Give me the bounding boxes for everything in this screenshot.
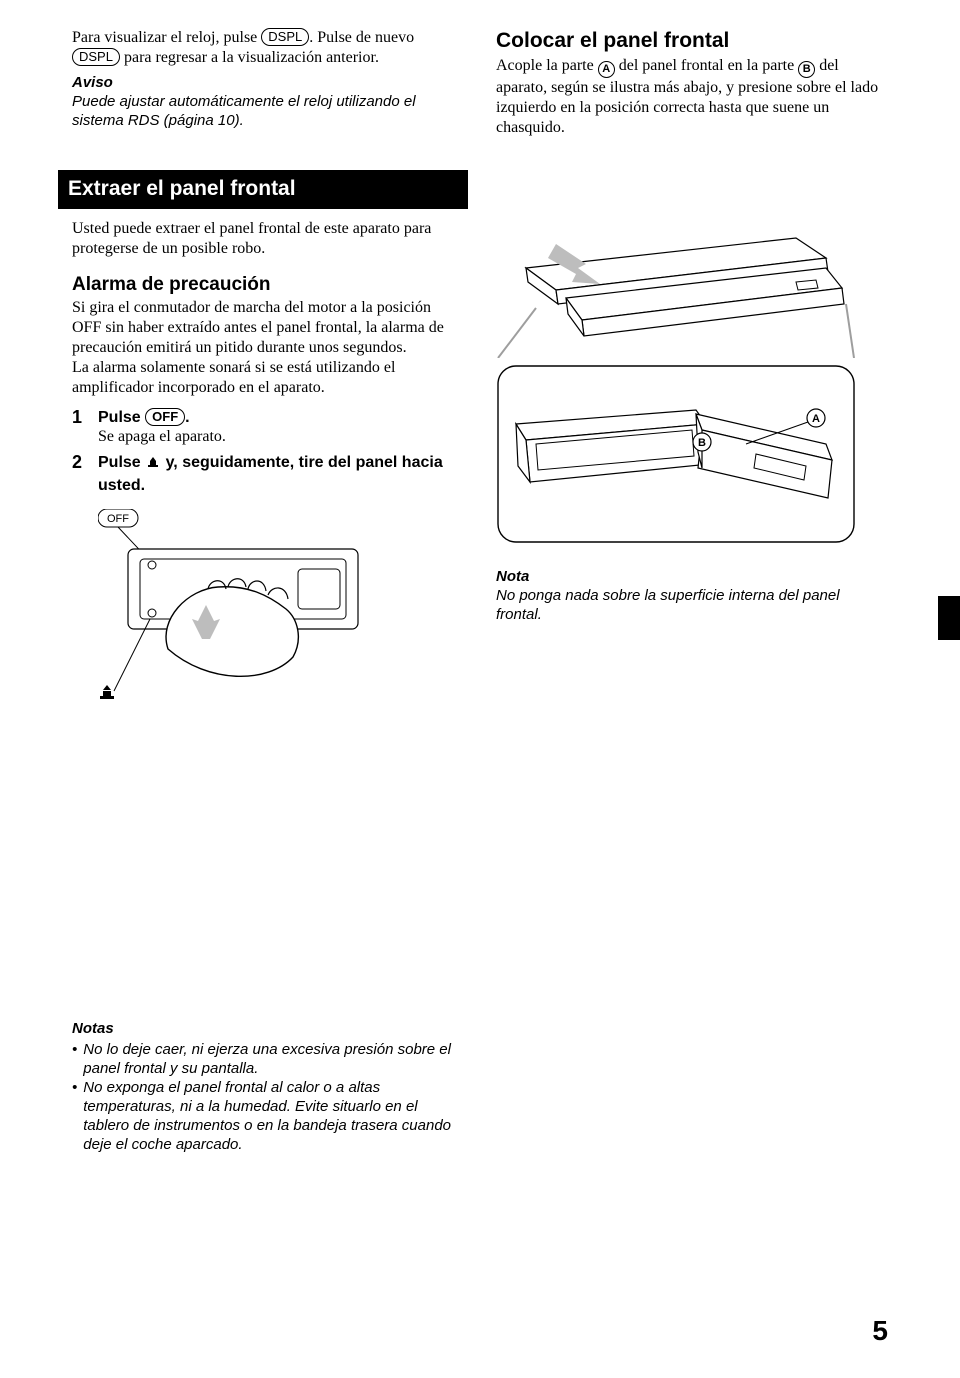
notas-heading: Notas xyxy=(72,1020,462,1039)
left-column: Para visualizar el reloj, pulse DSPL. Pu… xyxy=(72,28,464,715)
right-column: Colocar el panel frontal Acople la parte… xyxy=(496,28,888,715)
alarm-body: Si gira el conmutador de marcha del moto… xyxy=(72,298,464,398)
off-label: OFF xyxy=(107,513,129,525)
nota-body: No ponga nada sobre la superficie intern… xyxy=(496,587,888,625)
section-heading: Extraer el panel frontal xyxy=(58,170,468,208)
nota-item: • No lo deje caer, ni ejerza una excesiv… xyxy=(72,1041,462,1079)
colocar-body: Acople la parte A del panel frontal en l… xyxy=(496,56,888,138)
step-2-head: Pulse y, seguidamente, tire del panel ha… xyxy=(98,453,464,494)
marker-b: B xyxy=(798,61,815,78)
dspl-button-label: DSPL xyxy=(72,48,120,66)
step-1-sub: Se apaga el aparato. xyxy=(98,427,464,447)
nota-item: • No exponga el panel frontal al calor o… xyxy=(72,1079,462,1154)
notas-block: Notas • No lo deje caer, ni ejerza una e… xyxy=(72,1020,462,1155)
nota-heading: Nota xyxy=(496,568,888,587)
intro-paragraph: Para visualizar el reloj, pulse DSPL. Pu… xyxy=(72,28,464,68)
intro-text: . Pulse de nuevo xyxy=(309,29,414,46)
nota-text: No exponga el panel frontal al calor o a… xyxy=(83,1079,462,1154)
dspl-button-label: DSPL xyxy=(261,28,309,46)
page-number: 5 xyxy=(872,1313,888,1348)
aviso-heading: Aviso xyxy=(72,74,464,93)
intro-text: para regresar a la visualización anterio… xyxy=(120,49,379,66)
step-1: 1 Pulse OFF. Se apaga el aparato. xyxy=(72,408,464,447)
illustration-remove-panel: OFF xyxy=(98,509,464,715)
steps-list: 1 Pulse OFF. Se apaga el aparato. 2 Puls… xyxy=(72,408,464,495)
section-intro: Usted puede extraer el panel frontal de … xyxy=(72,219,464,259)
off-button-label: OFF xyxy=(145,408,185,426)
step-1-head: Pulse OFF. xyxy=(98,408,464,427)
aviso-body: Puede ajustar automáticamente el reloj u… xyxy=(72,93,464,131)
edge-tab xyxy=(938,596,960,640)
notas-list: • No lo deje caer, ni ejerza una excesiv… xyxy=(72,1041,462,1155)
intro-text: Para visualizar el reloj, pulse xyxy=(72,29,261,46)
illustration-attach-top xyxy=(496,208,888,364)
step-2: 2 Pulse y, seguidamente, tire del panel … xyxy=(72,453,464,494)
bullet-icon: • xyxy=(72,1041,77,1079)
svg-text:A: A xyxy=(812,413,820,425)
illustration-attach-zoom: B A xyxy=(496,364,888,550)
marker-a: A xyxy=(598,61,615,78)
step-number: 1 xyxy=(72,408,90,447)
release-icon xyxy=(145,454,161,475)
colocar-heading: Colocar el panel frontal xyxy=(496,28,888,54)
alarm-heading: Alarma de precaución xyxy=(72,273,464,297)
step-number: 2 xyxy=(72,453,90,494)
svg-text:B: B xyxy=(698,437,706,449)
nota-text: No lo deje caer, ni ejerza una excesiva … xyxy=(83,1041,462,1079)
bullet-icon: • xyxy=(72,1079,77,1154)
